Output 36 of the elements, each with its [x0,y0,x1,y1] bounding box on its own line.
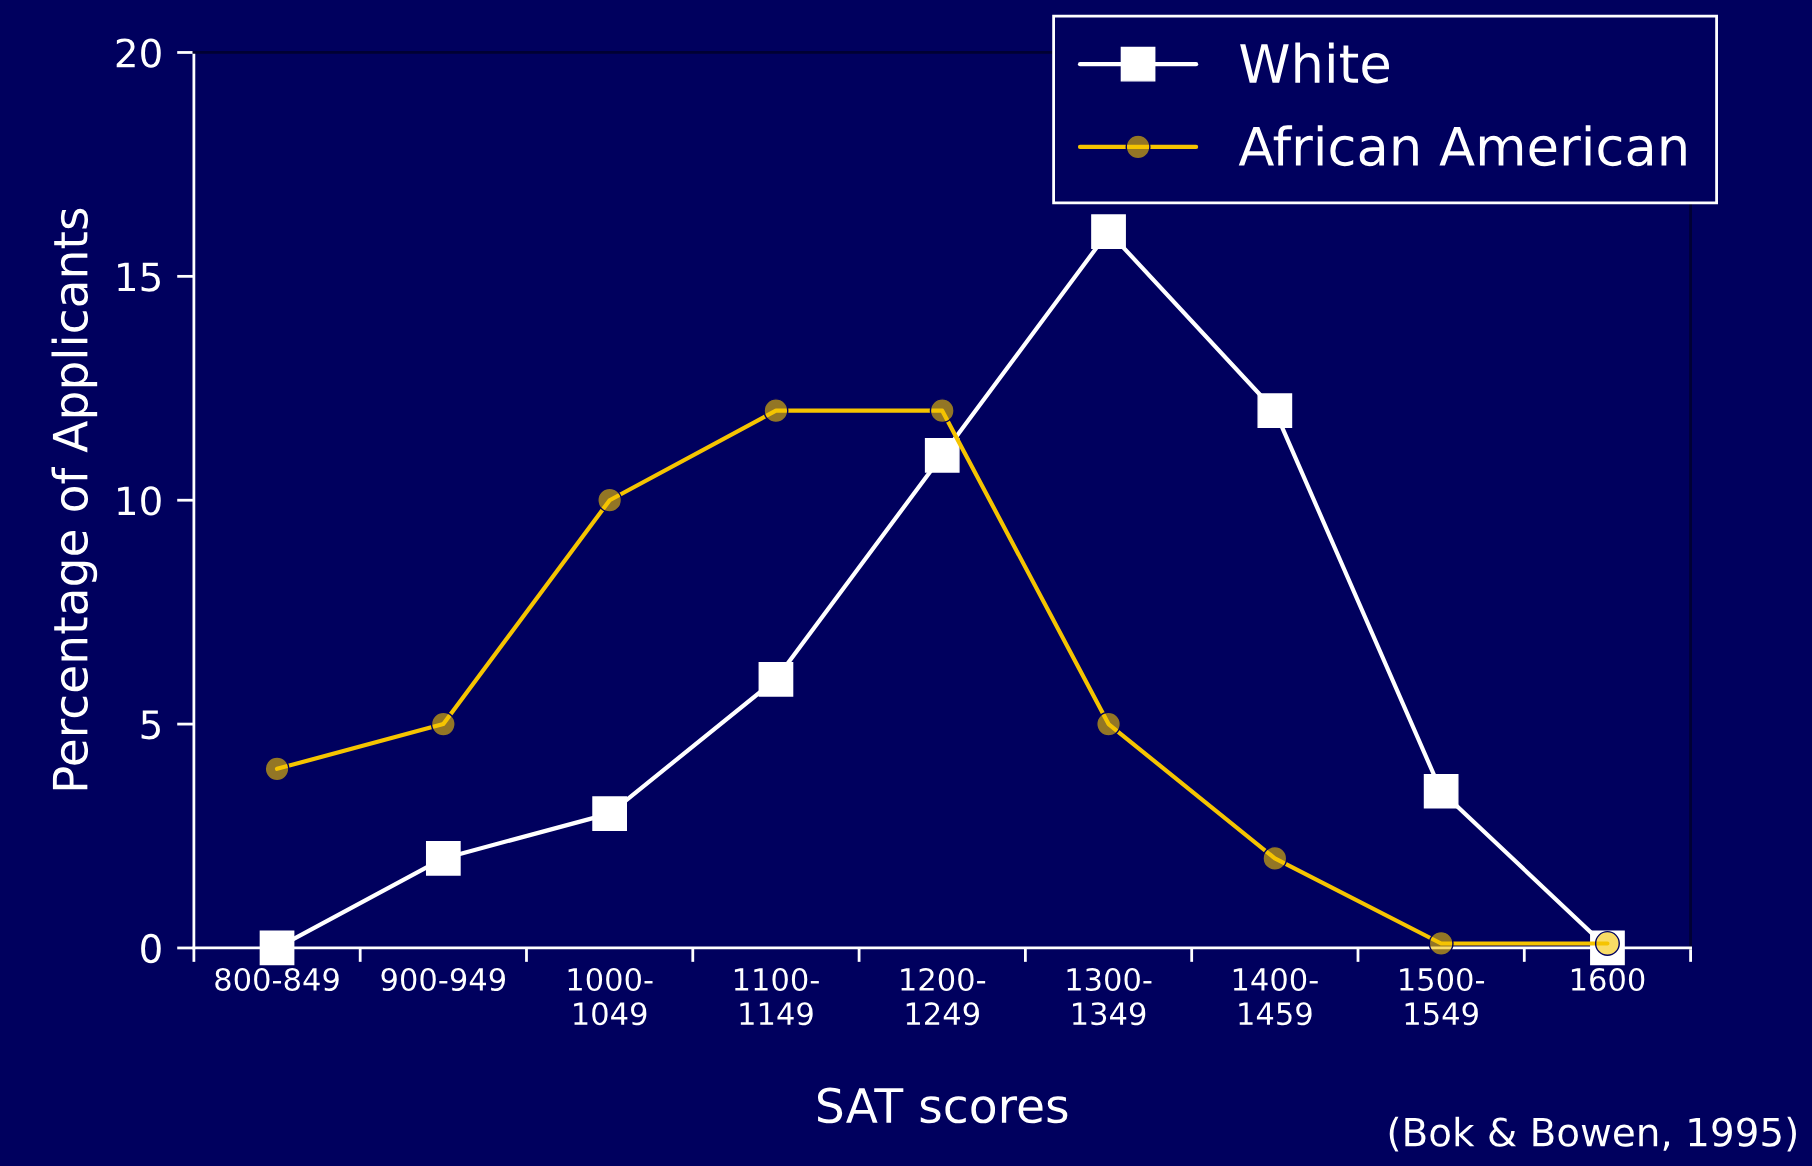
point [259,930,295,966]
point [758,661,794,697]
x-tick-label: 900-949 [381,967,506,992]
point [425,841,461,876]
y-tick-label: 10 [118,486,161,516]
x-tick-label: 1100- 1149 [734,967,819,1026]
point [1091,214,1126,249]
x-tick-label: 1200- 1249 [901,967,986,1026]
x-tick-label: 1600 [1571,967,1645,992]
point [592,796,627,831]
point [929,398,955,424]
y-tick-label: 15 [118,262,160,292]
y-axis-title: Percentage of Applicants [51,208,98,790]
x-tick-label: 1400- 1459 [1233,967,1318,1026]
x-tick-label: 1500- 1549 [1400,967,1485,1026]
point [597,487,623,513]
point [924,438,960,473]
y-tick-label: 20 [116,38,161,68]
point [264,756,290,782]
point [1096,711,1122,737]
x-tick-label: 1000- 1049 [568,967,653,1026]
legend-label: African American [1238,125,1686,167]
x-tick-label: 1300- 1349 [1067,967,1152,1026]
point [1590,930,1625,966]
text: (Bok & Bowen, 1995) [1389,1116,1796,1152]
y-tick-label: 5 [141,710,160,740]
point [1428,930,1454,956]
point [763,398,789,424]
point [1257,393,1293,429]
legend-label: White [1240,42,1389,84]
x-tick-label: 800-849 [215,967,339,992]
x-axis-title: SAT scores [817,1087,1068,1124]
point [430,711,456,737]
point [1423,773,1459,809]
y-tick-label: 0 [141,933,161,964]
point [1262,845,1288,871]
